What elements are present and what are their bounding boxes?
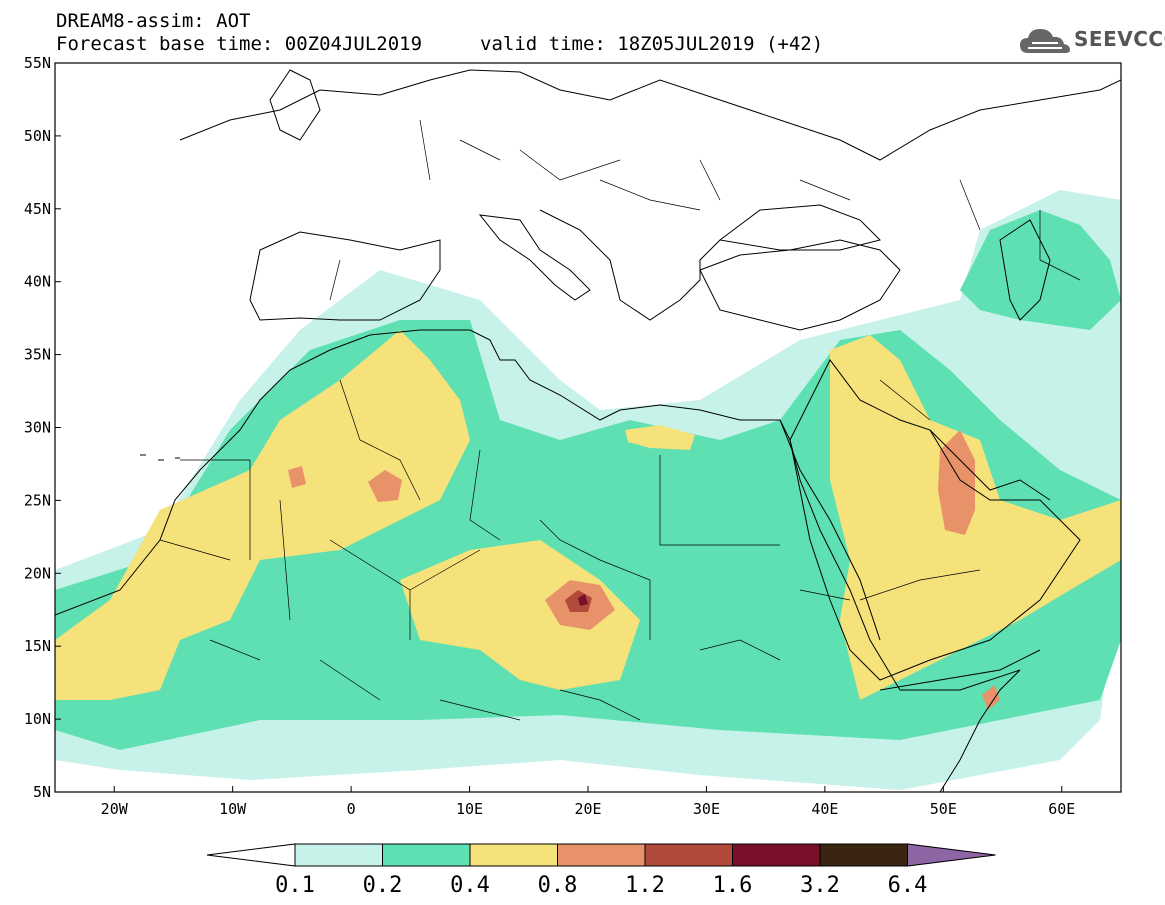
aot-band-0.8-b [368,470,402,502]
colorbar-label: 0.1 [275,873,315,898]
lat-tick-label: 55N [24,54,51,72]
axis-ticks [55,62,1063,793]
lat-tick-label: 30N [24,419,51,437]
europe-coastline [179,69,1121,161]
map-title: DREAM8-assim: AOT [56,10,251,32]
colorbar-segment [644,843,733,867]
colorbar-label: 1.6 [713,873,753,898]
colorbar-segment [732,843,821,867]
colorbar-upper-arrow [907,843,996,867]
coastlines [55,69,1121,792]
aot-band-0.8-d [288,466,306,488]
lat-tick-label: 10N [24,710,51,728]
lat-tick-label: 50N [24,127,51,145]
iberia-coastline [249,231,441,321]
persian-gulf [929,429,1051,501]
balkans-coastline [539,209,721,321]
colorbar-label: 3.2 [800,873,840,898]
lat-tick-label: 45N [24,200,51,218]
valid-time: valid time: 18Z05JUL2019 (+42) [480,33,824,55]
aot-band-0.4-sahel [400,540,640,690]
aot-band-0.8-c [938,430,975,535]
aot-band-0.4-libya [625,425,695,450]
colorbar: 0.1 0.2 0.4 0.8 1.2 1.6 3.2 6.4 [206,843,996,898]
lat-tick-label: 25N [24,491,51,509]
colorbar-segment [819,843,908,867]
colorbar-label: 0.2 [363,873,403,898]
aot-band-0.4-arabia [830,335,1121,700]
lon-tick-label: 10W [219,800,247,818]
axis-labels: 5N 10N 15N 20N 25N 30N 35N 40N 45N 50N 55N 20W 10W 0 1… [24,54,1075,818]
lon-tick-label: 20E [574,800,601,818]
aot-band-0.8-e [982,685,1000,710]
aot-band-1.6 [578,594,588,606]
lon-tick-label: 50E [930,800,957,818]
italy-coastline [478,214,591,301]
logo-text: SEEVCCC [1074,27,1165,51]
canary-islands [140,454,180,461]
cloud-icon [1020,29,1070,53]
aot-contours [55,190,1121,790]
africa-coastline [55,329,1021,792]
lat-tick-label: 5N [33,783,51,801]
colorbar-label: 0.4 [450,873,490,898]
colorbar-segment [557,843,646,867]
lon-tick-label: 0 [347,800,356,818]
colorbar-lower-arrow [206,843,296,867]
seevccc-logo: SEEVCCC [1018,23,1165,59]
lat-tick-label: 15N [24,637,51,655]
colorbar-label: 1.2 [625,873,665,898]
red-sea [779,419,881,641]
lat-tick-label: 35N [24,346,51,364]
forecast-base-time: Forecast base time: 00Z04JUL2019 [56,33,423,55]
lon-tick-label: 60E [1048,800,1075,818]
colorbar-segment [382,843,471,867]
colorbar-segment [469,843,558,867]
lon-tick-label: 30E [693,800,720,818]
arabia-coastline [789,359,1081,681]
lon-tick-label: 20W [101,800,129,818]
lat-tick-label: 40N [24,273,51,291]
caspian-coastline [999,219,1051,321]
colorbar-segment [294,843,383,867]
colorbar-label: 6.4 [888,873,928,898]
uk-coastline [269,69,321,141]
country-borders [159,119,1081,721]
colorbar-label: 0.8 [538,873,578,898]
lat-tick-label: 20N [24,564,51,582]
lon-tick-label: 10E [456,800,483,818]
gulf-of-aden [879,649,1041,691]
black-sea-coastline [718,204,881,251]
turkey-coastline [699,239,901,331]
lon-tick-label: 40E [811,800,838,818]
aot-band-0.4-west [55,330,470,700]
